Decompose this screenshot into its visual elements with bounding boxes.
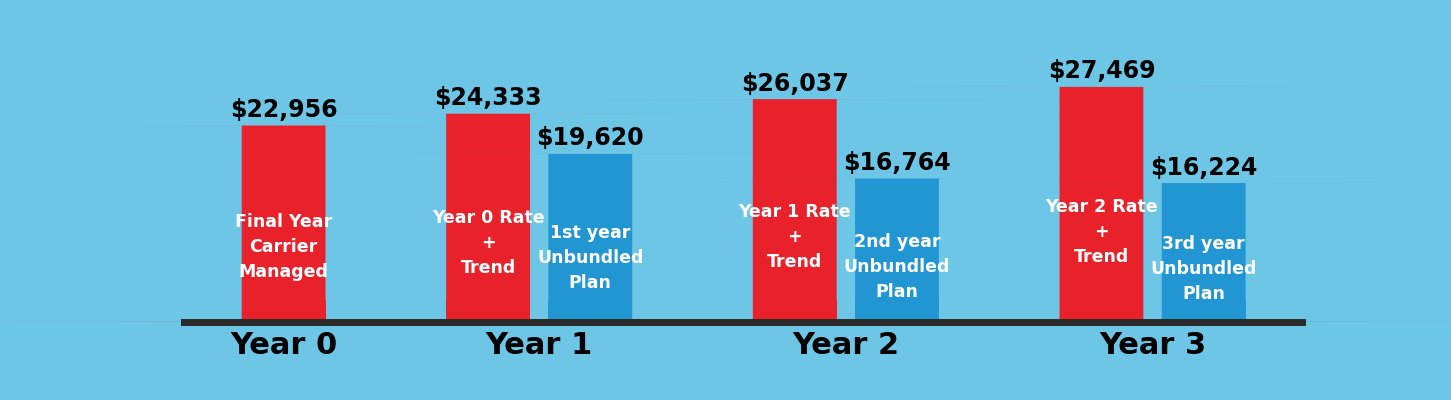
Text: 3rd year
Unbundled
Plan: 3rd year Unbundled Plan xyxy=(1151,235,1257,303)
Text: $19,620: $19,620 xyxy=(537,126,644,150)
Text: $16,764: $16,764 xyxy=(843,151,950,175)
FancyBboxPatch shape xyxy=(223,87,1451,322)
Bar xyxy=(548,300,633,322)
Text: Year 2: Year 2 xyxy=(792,331,900,360)
Text: Year 0 Rate
+
Trend: Year 0 Rate + Trend xyxy=(432,209,544,277)
Text: Year 3: Year 3 xyxy=(1098,331,1206,360)
FancyBboxPatch shape xyxy=(19,178,1451,322)
Bar xyxy=(1059,300,1143,322)
FancyBboxPatch shape xyxy=(325,183,1451,322)
Text: $26,037: $26,037 xyxy=(741,72,849,96)
Bar xyxy=(242,300,325,322)
FancyBboxPatch shape xyxy=(0,125,1162,322)
Text: $22,956: $22,956 xyxy=(229,98,338,122)
Bar xyxy=(855,300,939,322)
Text: $27,469: $27,469 xyxy=(1048,59,1155,83)
Text: Year 0: Year 0 xyxy=(229,331,337,360)
FancyBboxPatch shape xyxy=(0,154,1451,322)
Text: $16,224: $16,224 xyxy=(1151,156,1258,180)
Bar xyxy=(445,300,530,322)
Text: 2nd year
Unbundled
Plan: 2nd year Unbundled Plan xyxy=(844,233,950,301)
FancyBboxPatch shape xyxy=(0,114,1367,322)
Text: 1st year
Unbundled
Plan: 1st year Unbundled Plan xyxy=(537,224,643,292)
FancyBboxPatch shape xyxy=(0,99,1451,322)
Bar xyxy=(753,300,837,322)
Text: Year 1 Rate
+
Trend: Year 1 Rate + Trend xyxy=(739,203,852,271)
Text: Year 1: Year 1 xyxy=(486,331,593,360)
Text: Final Year
Carrier
Managed: Final Year Carrier Managed xyxy=(235,213,332,281)
Bar xyxy=(1162,301,1245,322)
Text: Year 2 Rate
+
Trend: Year 2 Rate + Trend xyxy=(1045,198,1158,266)
Text: $24,333: $24,333 xyxy=(434,86,541,110)
